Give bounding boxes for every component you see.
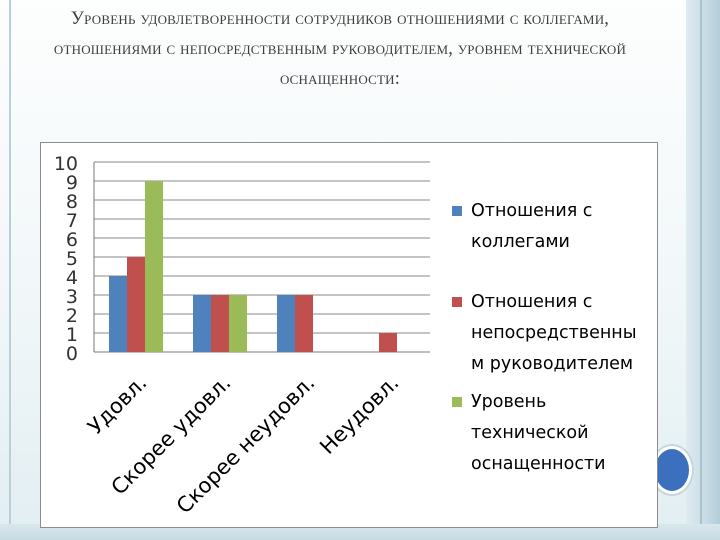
x-tick-label-1: Удовл. xyxy=(83,371,151,439)
legend-label-2-line-3: м руководителем xyxy=(471,354,634,374)
legend-label-3-line-3: оснащенности xyxy=(471,454,606,474)
right-decorative-rule xyxy=(700,0,702,540)
y-tick-label-2: 2 xyxy=(66,305,78,327)
legend-label-1: Отношения с коллегами xyxy=(471,196,662,258)
y-tick-label-5: 5 xyxy=(66,248,78,270)
bar-s3-c2 xyxy=(229,295,247,352)
legend-label-2-line-2: непосредственны xyxy=(471,323,637,343)
y-tick-label-8: 8 xyxy=(66,191,78,213)
bar-s3-c1 xyxy=(145,181,163,352)
x-tick-label-3: Скорее неудовл. xyxy=(172,371,320,519)
chart-legend: Отношения с коллегами Отношения с непоср… xyxy=(452,196,662,480)
right-decorative-band xyxy=(686,0,720,540)
legend-swatch-1 xyxy=(452,206,462,216)
legend-label-2: Отношения с непосредственны м руководите… xyxy=(471,287,662,380)
legend-swatch-3 xyxy=(452,397,462,407)
legend-swatch-2 xyxy=(452,297,462,307)
bar-s2-c1 xyxy=(127,257,145,352)
legend-label-3-line-2: технической xyxy=(471,423,589,443)
legend-label-2-line-1: Отношения с xyxy=(471,292,593,312)
bar-s1-c3 xyxy=(277,295,295,352)
y-tick-label-0: 0 xyxy=(66,343,78,365)
legend-item-3: Уровень технической оснащенности xyxy=(452,387,662,480)
legend-label-1-line-1: Отношения с xyxy=(471,201,593,221)
y-tick-label-7: 7 xyxy=(66,210,78,232)
bar-s1-c2 xyxy=(193,295,211,352)
legend-label-1-line-2: коллегами xyxy=(471,232,570,252)
y-tick-label-10: 10 xyxy=(54,153,78,175)
x-tick-label-4: Неудовл. xyxy=(315,371,403,459)
y-tick-label-1: 1 xyxy=(66,324,78,346)
bottom-decorative-band xyxy=(0,524,720,540)
bar-s2-c4 xyxy=(379,333,397,352)
y-tick-label-3: 3 xyxy=(66,286,78,308)
bar-s2-c2 xyxy=(211,295,229,352)
legend-item-1: Отношения с коллегами xyxy=(452,196,662,258)
bar-s1-c1 xyxy=(109,276,127,352)
y-tick-label-4: 4 xyxy=(66,267,78,289)
slide-title: Уровень удовлетворенности сотрудников от… xyxy=(53,9,627,89)
y-tick-label-9: 9 xyxy=(66,172,78,194)
legend-label-3: Уровень технической оснащенности xyxy=(471,387,662,480)
left-decorative-rule xyxy=(9,0,11,540)
bar-s2-c3 xyxy=(295,295,313,352)
legend-label-3-line-1: Уровень xyxy=(471,392,547,412)
legend-item-2: Отношения с непосредственны м руководите… xyxy=(452,287,662,380)
y-tick-label-6: 6 xyxy=(66,229,78,251)
